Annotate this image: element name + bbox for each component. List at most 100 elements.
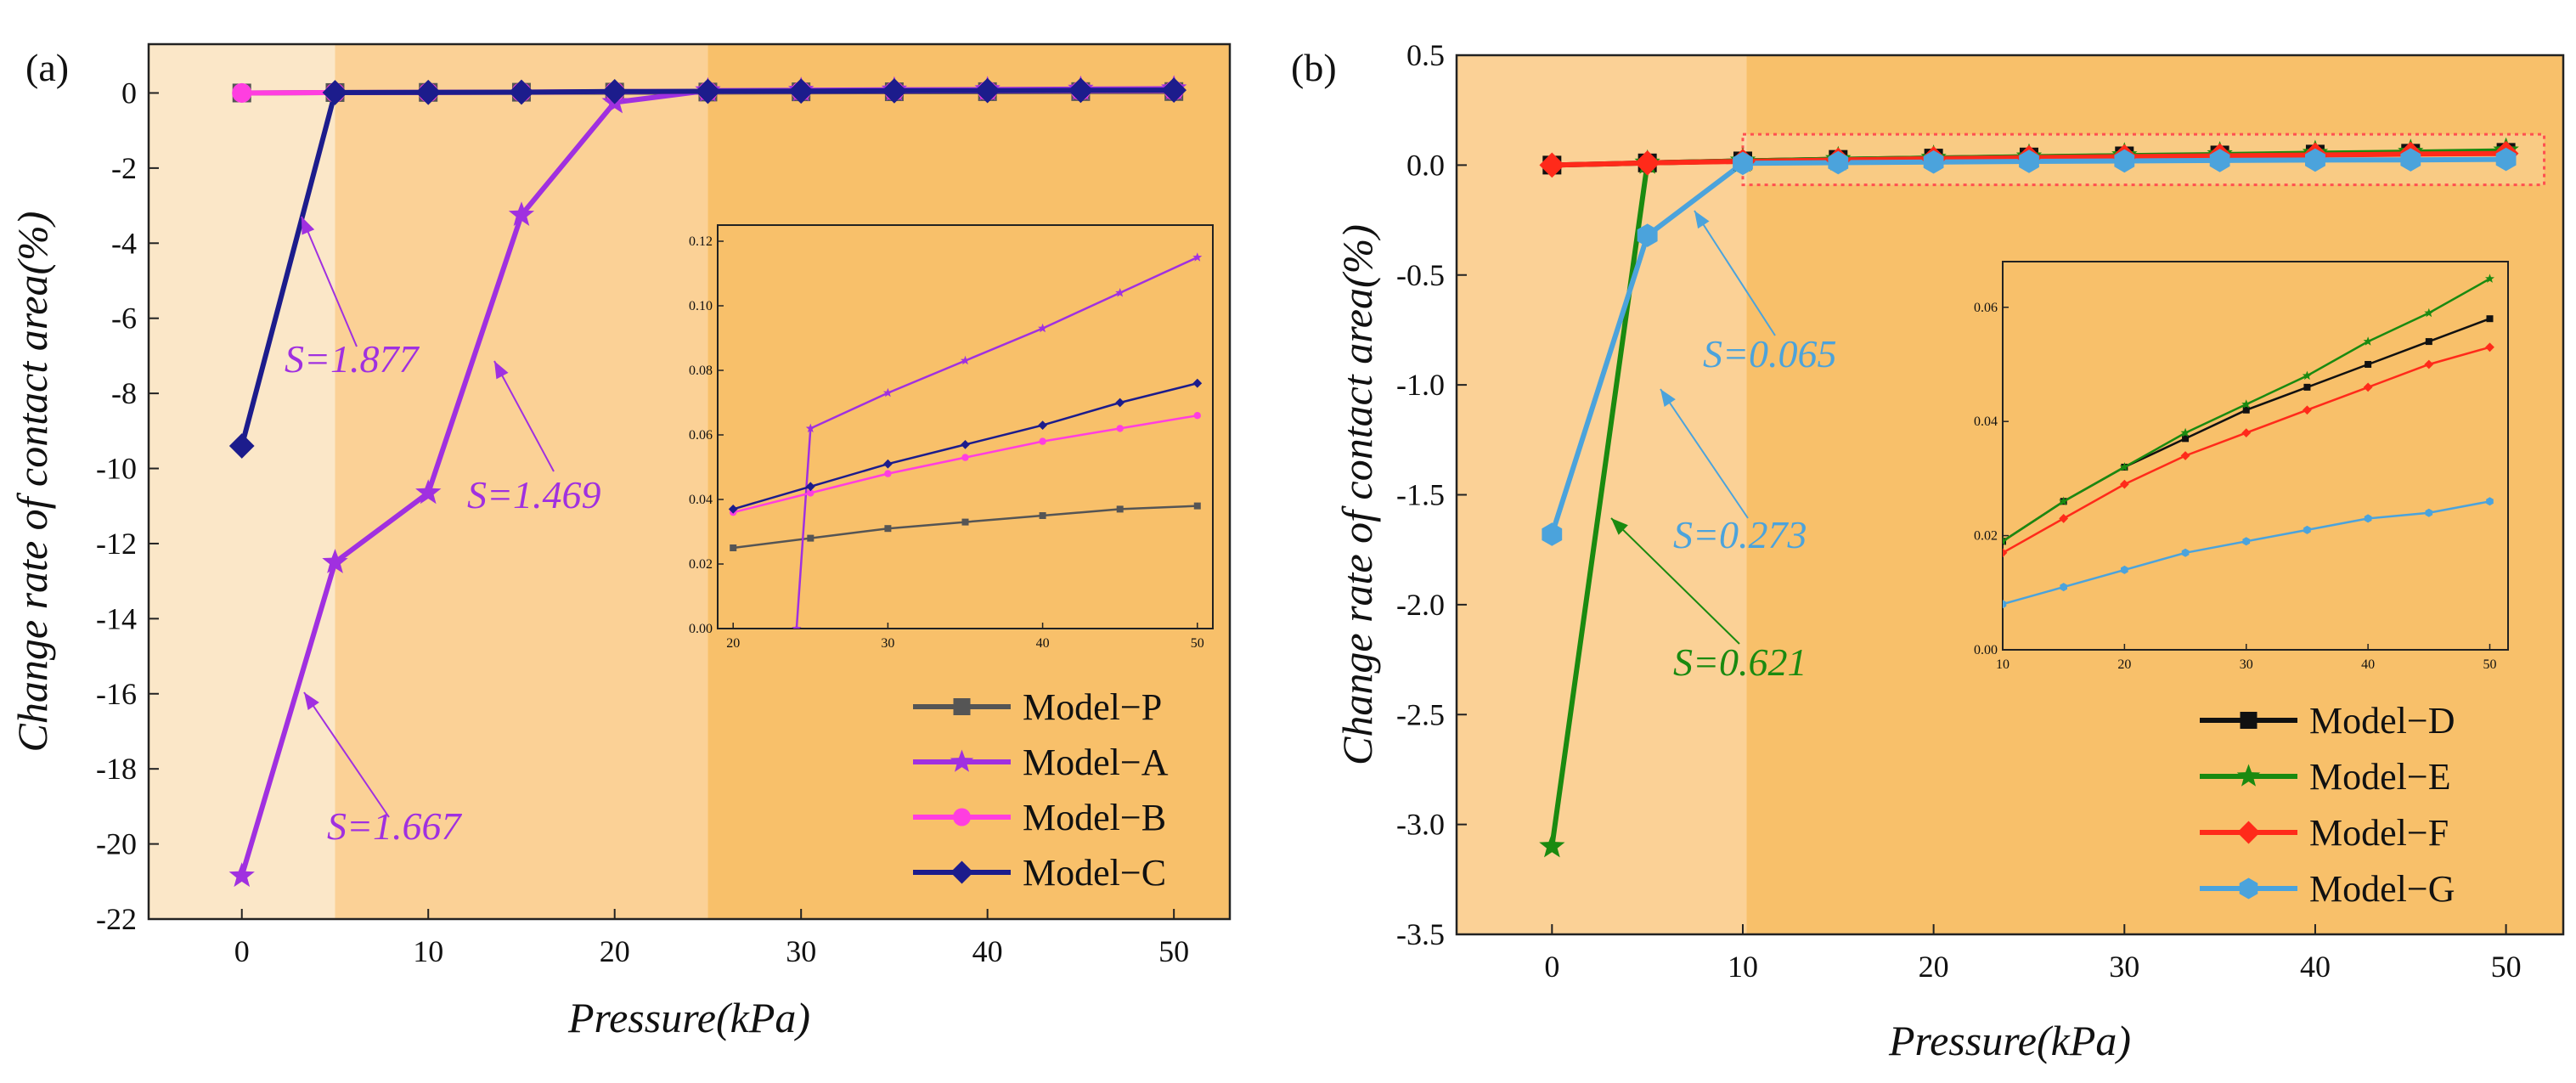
x-tick-label: 10 [413,934,443,968]
inset-data-point-Model−C [728,505,738,514]
y-tick-label: -16 [96,677,137,711]
data-point-Model−C [415,79,442,105]
inset-data-point-Model−A [1192,252,1203,262]
inset-data-point-Model−A [882,387,893,398]
panel-a: 0 10 20 30 40 50 0 -2 -4 -6 -8 -10 -12 -14 -16 -18 -20 -2… [8,42,1232,1041]
inset-data-point-Model−F [2003,548,2008,558]
inset-data-point-Model−D [2242,406,2250,414]
legend-label: Model−C [1023,852,1166,894]
inset-y-tick-label: 0.00 [689,622,713,636]
legend-marker-Model−P [953,698,971,715]
data-point-Model−C [509,79,534,105]
inset-data-point-Model−E [2059,496,2069,505]
data-point-Model−F [1634,149,1660,176]
inset-x-tick-label: 40 [1036,636,1050,651]
legend-marker-Model−D [2240,712,2258,729]
data-point-Model−C [228,433,255,459]
annotation-text: S=1.469 [467,473,601,516]
inset-data-point-Model−F [2241,428,2252,438]
inset-data-point-Model−G [2181,548,2190,557]
data-point-Model−G [2114,149,2135,173]
inset-data-point-Model−C [1192,378,1203,388]
inset-data-point-Model−C [1038,420,1047,430]
inset-x-tick-label: 20 [726,636,740,651]
legend: Model−D Model−E Model−F Model−G [2200,700,2455,910]
y-tick-label: -2.5 [1396,697,1445,731]
inset-data-point-Model−D [2425,338,2432,346]
inset-data-point-Model−F [2119,479,2129,489]
annotation-arrow [1660,388,1749,519]
inset-y-tick-label: 0.06 [689,428,713,443]
y-tick-label: -2 [111,151,137,185]
inset-data-point-Model−P [1039,512,1046,519]
inset-data-point-Model−G [2242,537,2251,546]
inset-x-tick-label: 50 [1191,636,1204,651]
data-point-Model−G [1733,151,1753,176]
y-tick-label: -3.5 [1396,917,1445,951]
y-tick-label: -20 [96,827,137,861]
legend-label: Model−A [1023,742,1169,783]
inset-y-tick-label: 0.02 [689,557,713,572]
data-point-Model−E [1539,832,1565,858]
y-tick-label: -12 [96,527,137,561]
inset-y-tick-label: 0.04 [689,493,713,507]
y-tick-label: -4 [111,226,137,260]
inset-data-point-Model−E [2241,399,2252,409]
inset-data-point-Model−F [2180,451,2190,460]
inset-data-point-Model−E [2003,536,2008,545]
annotation-arrow [1610,517,1740,645]
inset-data-point-Model−G [2364,514,2372,523]
inset-data-point-Model−B [1039,437,1046,445]
data-point-Model−G [2305,148,2325,172]
inset-plot-area [728,252,1203,629]
y-axis-label: Change rate of contact area(%) [1333,224,1381,765]
y-tick-label: -18 [96,752,137,786]
data-point-Model−C [882,78,907,104]
x-tick-label: 20 [1919,950,1949,984]
inset-data-point-Model−B [1116,425,1124,432]
legend-marker-Model−F [2237,821,2260,844]
legend-marker-Model−C [950,860,973,884]
background-band-0 [149,44,335,919]
annotation-arrowhead [1660,389,1676,408]
inset-y-tick-label: 0.02 [1974,529,1998,544]
inset-plot-area [2003,274,2494,609]
inset-data-point-Model−D [2303,383,2311,391]
data-point-Model−G [2019,149,2039,173]
inset-x-tick-label: 50 [2483,657,2496,672]
inset-frame [2002,261,2509,651]
data-point-Model−A [415,479,442,505]
data-point-Model−G [2495,147,2517,172]
x-tick-label: 10 [1728,950,1758,984]
inset-y-tick-label: 0.08 [689,364,713,378]
legend-marker-Model−A [950,749,974,772]
inset-data-point-Model−E [2302,370,2312,381]
inset-data-point-Model−P [730,544,737,551]
x-axis-label: Pressure(kPa) [567,994,810,1041]
inset-data-point-Model−E [2119,462,2129,471]
inset-data-point-Model−G [2303,525,2311,534]
inset-data-point-Model−E [2424,307,2434,318]
inset-data-point-Model−G [2486,497,2494,506]
inset-data-point-Model−G [2003,600,2007,609]
inset-y-tick-label: 0.12 [689,234,713,249]
inset-data-point-Model−A [1115,288,1125,297]
inset-data-point-Model−B [884,470,892,477]
inset-data-point-Model−E [2485,274,2494,283]
inset-data-point-Model−G [2060,583,2067,592]
inset-data-point-Model−C [1115,398,1125,408]
data-point-Model−G [1637,223,1658,247]
annotation-text: S=1.877 [285,337,420,381]
inset-data-point-Model−C [883,459,893,469]
y-tick-label: -0.5 [1396,258,1445,292]
inset-data-point-Model−A [1038,323,1048,333]
data-point-Model−B [232,82,252,104]
inset-data-point-Model−F [2485,342,2494,353]
legend-label: Model−F [2309,812,2449,854]
annotation-text: S=0.065 [1703,332,1837,375]
legend-label: Model−P [1023,686,1162,728]
inset-data-point-Model−F [2363,382,2373,392]
y-tick-label: -14 [96,601,137,635]
inset-data-point-Model−P [1116,505,1124,513]
